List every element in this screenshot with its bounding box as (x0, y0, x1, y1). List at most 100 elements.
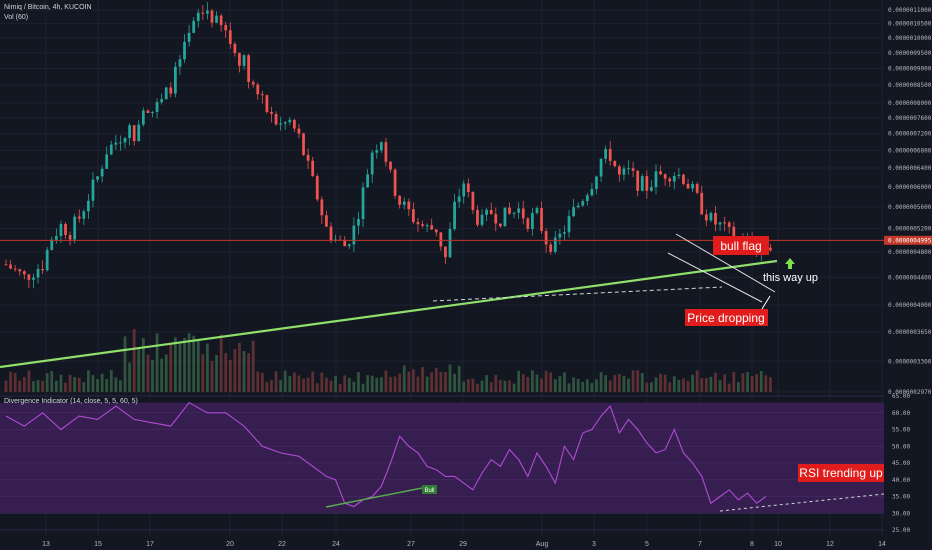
volume-bar (430, 372, 434, 392)
candle-body (64, 224, 67, 236)
volume-bar (691, 374, 694, 392)
price-tick-label: 0.0000002970 (888, 389, 932, 396)
volume-bar (526, 376, 530, 392)
candlesticks[interactable] (4, 2, 772, 289)
volume-bar (746, 372, 749, 392)
volume-bar (311, 371, 315, 392)
time-tick-label: 15 (94, 541, 102, 548)
volume-bar (13, 373, 17, 392)
volume-bar (68, 374, 72, 392)
candle-body (187, 32, 191, 42)
volume-bar (636, 370, 640, 392)
bull-signal-box[interactable] (422, 485, 437, 494)
candle-body (585, 195, 589, 202)
time-tick-label: 17 (146, 541, 154, 548)
candle-body (425, 225, 429, 227)
volume-bar (494, 374, 498, 392)
candle-body (9, 264, 12, 269)
volume-bar (682, 378, 685, 392)
candle-body (100, 168, 104, 177)
bull-flag-channel[interactable] (667, 233, 776, 303)
candle-body (695, 184, 699, 193)
candle-body (343, 240, 347, 247)
price-tick-label: 0.0000008000 (888, 100, 932, 107)
bull-flag-label-box[interactable] (713, 236, 769, 255)
price-axis-ticks: 0.0000011000 0.0000010500 0.0000010000 0.00… (888, 7, 932, 396)
candle-body (141, 110, 145, 125)
rsi-tick-label: 45.00 (892, 460, 910, 467)
volume-bar (334, 375, 337, 392)
volume-bar (242, 351, 246, 392)
price-tick-label: 0.0000011000 (888, 7, 932, 14)
candle-body (604, 149, 608, 159)
volume-bar (251, 340, 255, 392)
rsi-bull-divergence-line[interactable] (325, 487, 423, 508)
candle-body (654, 171, 658, 188)
candle-body (444, 246, 447, 258)
candle-body (622, 168, 626, 175)
volume-bar (521, 374, 525, 392)
candle-body (210, 10, 214, 23)
candle-body (320, 199, 324, 216)
volume-bar (302, 378, 305, 392)
price-tick-label: 0.0000004000 (888, 302, 932, 309)
support-dashed-line[interactable] (432, 286, 723, 302)
rsi-line[interactable] (5, 401, 767, 508)
price-axis[interactable] (884, 0, 932, 536)
candle-body (659, 171, 662, 175)
candle-body (434, 229, 438, 233)
price-tick-label: 0.0000005200 (888, 226, 932, 233)
volume-bar (210, 360, 214, 392)
indicator-title[interactable]: Divergence Indicator (14, close, 5, 5, 6… (4, 398, 138, 405)
candle-body (686, 183, 690, 189)
volume-bar (64, 382, 67, 392)
volume-bar (279, 380, 283, 392)
candle-body (517, 208, 521, 213)
candle-body (485, 209, 488, 215)
candle-body (347, 244, 351, 247)
rsi-tick-label: 25.00 (892, 527, 910, 534)
price-tick-label: 0.0000008500 (888, 82, 932, 89)
price-dropping-label-box[interactable] (685, 309, 768, 326)
volume-bar (206, 343, 209, 392)
volume-bar (293, 372, 296, 392)
volume-bar (132, 329, 136, 392)
candle-body (238, 53, 241, 66)
rising-trendline[interactable] (0, 259, 778, 369)
price-tick-label: 0.0000010500 (888, 21, 932, 28)
candle-body (366, 174, 369, 188)
volume-bar (187, 333, 191, 392)
symbol-title[interactable]: Nimiq / Bitcoin, 4h, KUCOIN (4, 4, 92, 11)
candle-body (151, 111, 154, 114)
volume-bar (704, 377, 708, 392)
candle-body (41, 268, 44, 271)
volume-bar (677, 379, 681, 392)
volume-bar (769, 377, 772, 392)
candle-body (4, 264, 8, 266)
volume-bar (750, 376, 754, 392)
candle-body (260, 94, 264, 96)
volume-bar (604, 375, 608, 392)
candle-body (59, 224, 63, 237)
volume-bar (73, 377, 77, 392)
candle-body (109, 144, 113, 155)
volume-title[interactable]: Vol (60) (4, 14, 29, 21)
rsi-trending-up-label-box[interactable] (798, 464, 884, 482)
candle-body (22, 271, 26, 275)
price-dropping-label: Price dropping (687, 311, 764, 325)
volume-bar (151, 359, 154, 392)
rsi-tick-label: 35.00 (892, 494, 910, 501)
volume-bar (164, 354, 168, 392)
candle-body (311, 160, 315, 177)
volume-bar (498, 379, 502, 392)
volume-bar (471, 378, 475, 392)
candle-body (73, 216, 77, 240)
volume-bar (659, 373, 662, 392)
volume-bar (732, 371, 736, 392)
volume-bar (384, 370, 388, 392)
time-axis[interactable] (0, 536, 932, 550)
candle-body (233, 43, 237, 54)
candle-body (370, 152, 374, 175)
volume-bar (41, 380, 44, 392)
